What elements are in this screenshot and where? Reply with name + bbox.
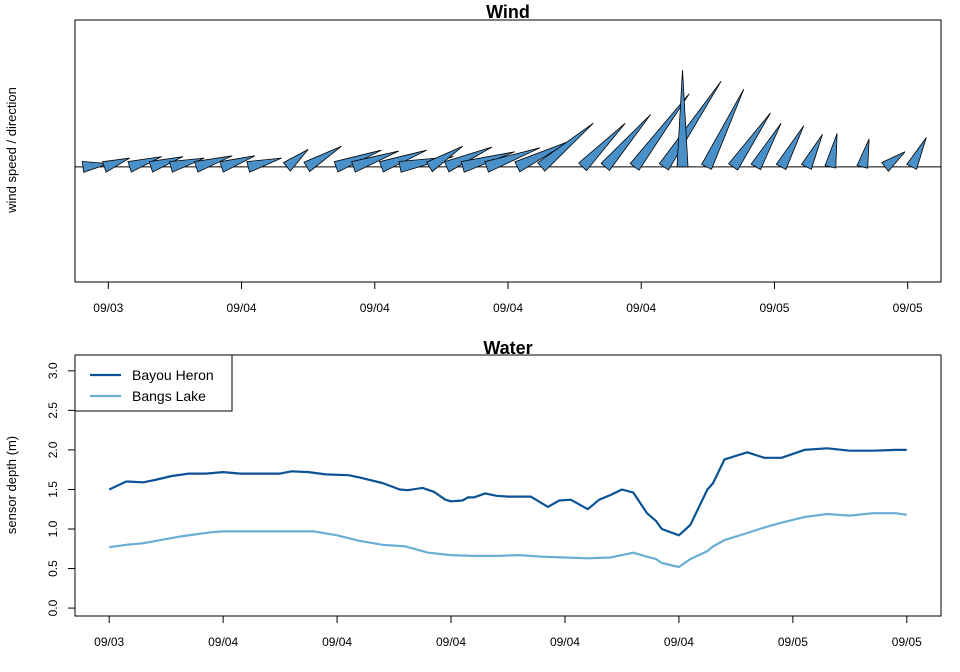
wind-vector — [728, 112, 771, 171]
wind-vector — [81, 160, 109, 173]
wind-vector — [906, 137, 927, 170]
water-x-tick-label: 09/04 — [550, 635, 580, 649]
wind-vector — [800, 134, 823, 170]
wind-vector — [537, 122, 594, 172]
wind-panel: Wind wind speed / direction 09/03 09/04 … — [4, 2, 942, 315]
wind-x-tick-label: 09/03 — [93, 301, 123, 315]
wind-vector — [514, 140, 571, 173]
water-y-tick-label: 3.0 — [46, 362, 60, 379]
water-y-tick-label: 2.5 — [46, 402, 60, 419]
water-x-tick-label: 09/04 — [664, 635, 694, 649]
wind-vector — [824, 133, 838, 169]
water-x-tick-label: 09/04 — [436, 635, 466, 649]
wind-vector — [282, 149, 309, 172]
legend: Bayou Heron Bangs Lake — [74, 354, 233, 412]
wind-vector — [750, 122, 782, 171]
water-panel: Water sensor depth (m) 0.0 0.5 1.0 1.5 2… — [4, 338, 942, 649]
wind-title: Wind — [486, 2, 530, 22]
water-x-axis: 09/03 09/04 09/04 09/04 09/04 09/04 09/0… — [94, 615, 922, 649]
wind-vector — [351, 150, 399, 173]
wind-vector — [101, 157, 130, 173]
legend-label-bayou-heron: Bayou Heron — [132, 367, 214, 383]
water-y-axis-label: sensor depth (m) — [4, 436, 19, 534]
wind-vector — [148, 156, 184, 173]
wind-vector — [701, 88, 745, 170]
water-y-tick-label: 0.5 — [46, 560, 60, 577]
series-line-bangs-lake — [109, 512, 907, 569]
water-x-tick-label: 09/04 — [322, 635, 352, 649]
wind-vector — [194, 155, 233, 173]
wind-vector — [676, 69, 689, 168]
wind-vector — [219, 155, 256, 173]
water-y-tick-label: 1.5 — [46, 481, 60, 498]
legend-box — [74, 354, 233, 412]
wind-vector — [600, 114, 651, 172]
water-y-axis: 0.0 0.5 1.0 1.5 2.0 2.5 3.0 — [46, 362, 76, 616]
wind-vector — [425, 145, 463, 173]
wind-x-tick-label: 09/04 — [626, 301, 656, 315]
wind-x-tick-label: 09/05 — [759, 301, 789, 315]
wind-vector — [303, 145, 342, 173]
water-x-tick-label: 09/03 — [94, 635, 124, 649]
wind-vector — [246, 157, 282, 173]
wind-x-tick-label: 09/04 — [227, 301, 257, 315]
water-x-tick-label: 09/05 — [778, 635, 808, 649]
wind-vector — [443, 146, 493, 173]
wind-vector — [775, 125, 805, 171]
wind-x-tick-label: 09/05 — [893, 301, 923, 315]
wind-x-axis: 09/03 09/04 09/04 09/04 09/04 09/05 09/0… — [93, 281, 923, 315]
wind-x-tick-label: 09/04 — [360, 301, 390, 315]
wind-vector — [484, 147, 541, 173]
series-line-bayou-heron — [108, 447, 907, 537]
water-y-tick-label: 1.0 — [46, 520, 60, 537]
wind-vector — [658, 80, 722, 171]
water-x-tick-label: 09/04 — [208, 635, 238, 649]
wind-vectors — [81, 69, 927, 173]
water-y-tick-label: 2.0 — [46, 441, 60, 458]
wind-vector — [629, 93, 690, 171]
wind-y-axis-label: wind speed / direction — [4, 87, 19, 214]
water-title: Water — [483, 338, 532, 358]
legend-label-bangs-lake: Bangs Lake — [132, 388, 206, 404]
water-y-tick-label: 0.0 — [46, 599, 60, 616]
wind-vector — [881, 151, 906, 172]
wind-x-tick-label: 09/04 — [493, 301, 523, 315]
wind-vector — [856, 138, 870, 169]
wind-vector — [578, 122, 626, 172]
wind-vector — [127, 156, 162, 173]
water-x-tick-label: 09/05 — [892, 635, 922, 649]
